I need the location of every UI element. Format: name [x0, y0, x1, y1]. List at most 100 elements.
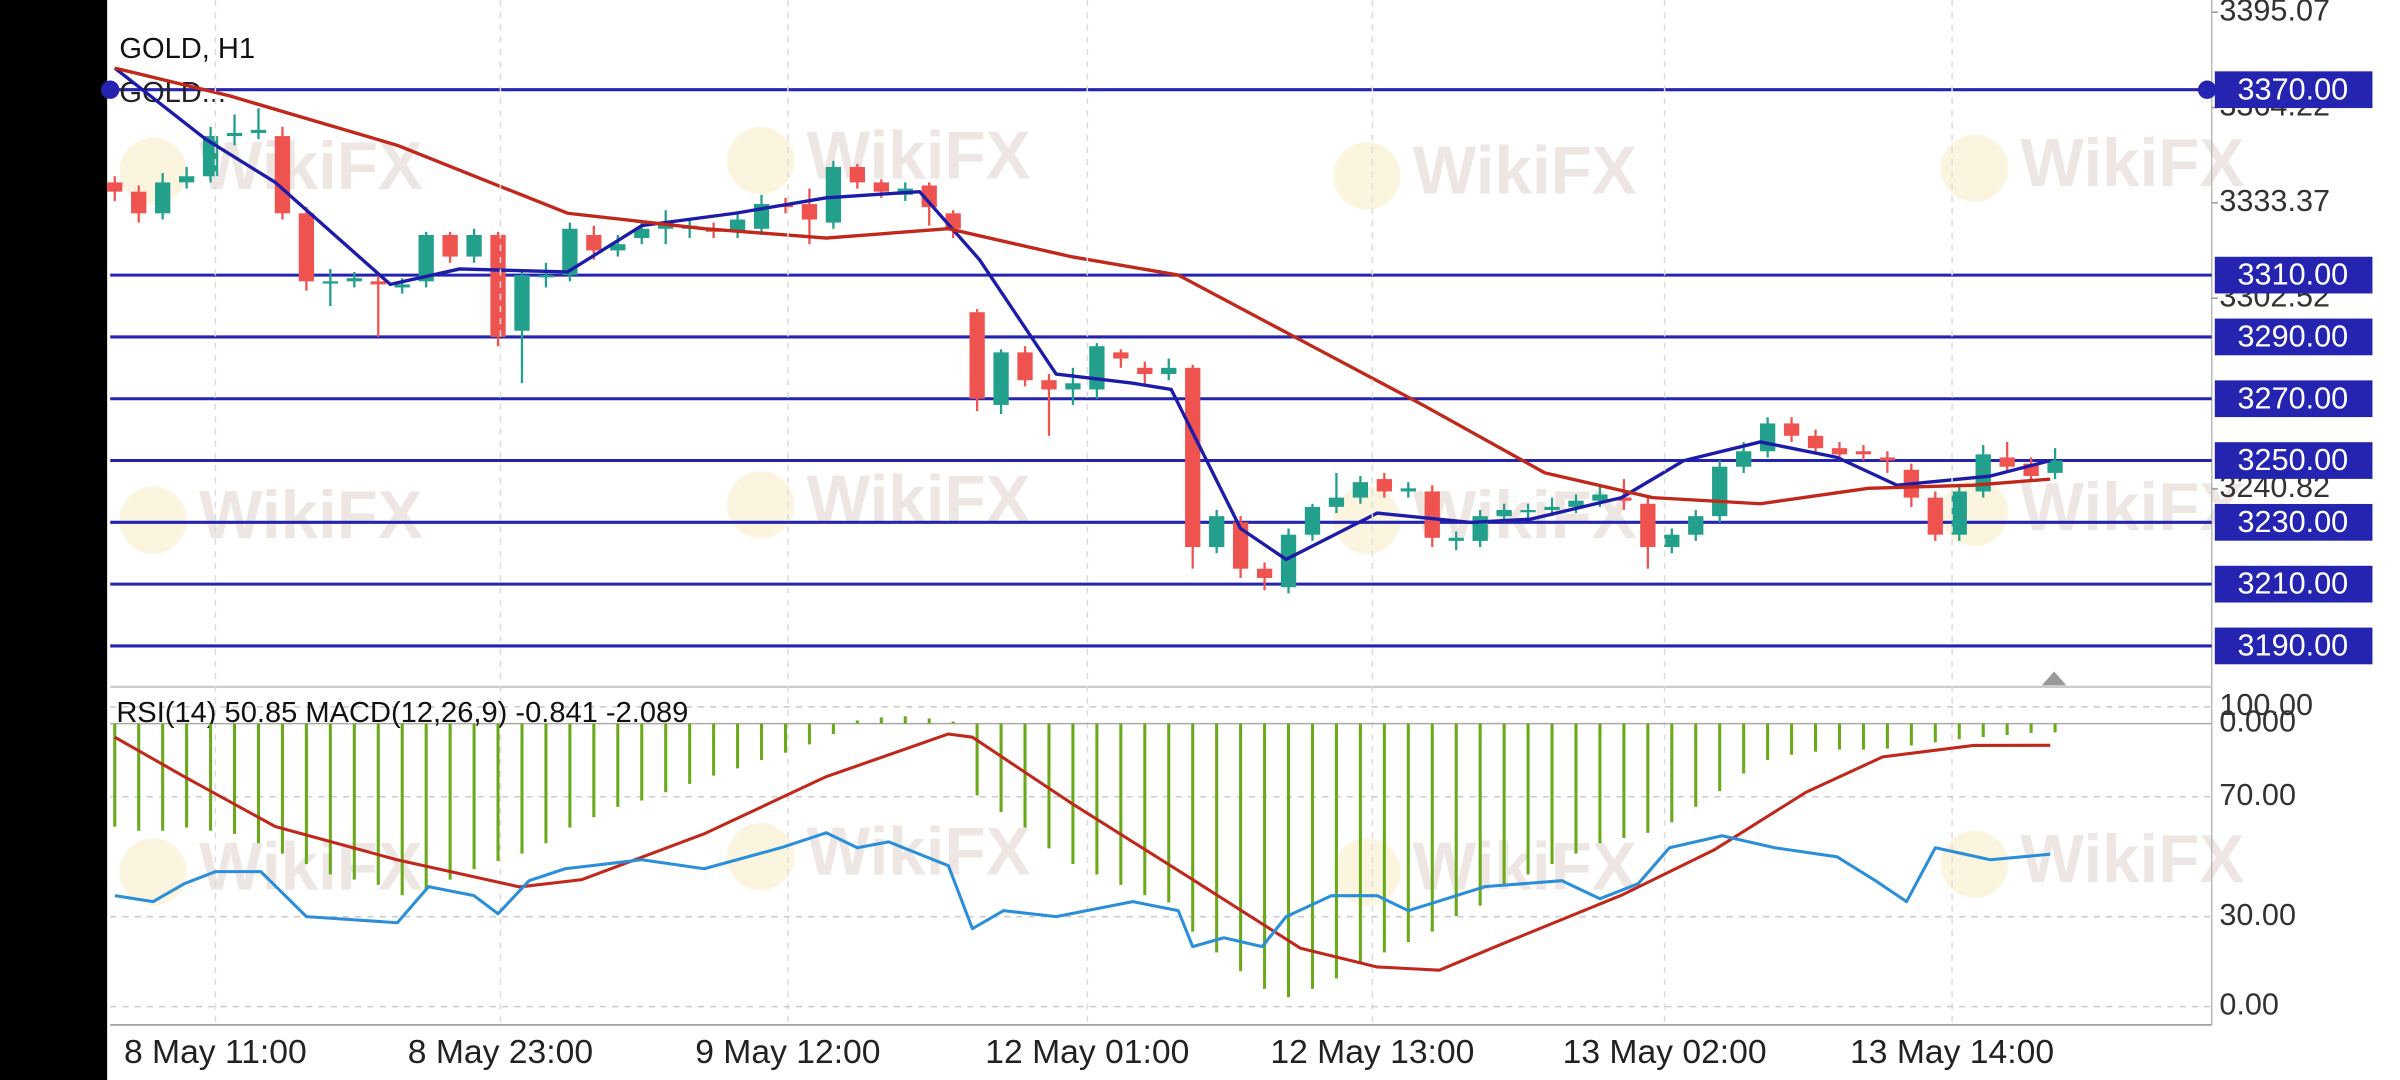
histogram-bar — [1957, 723, 1961, 740]
level-label-box — [2214, 380, 2373, 418]
histogram-bar — [831, 723, 835, 734]
watermark-logo — [119, 137, 187, 205]
histogram-bar — [424, 723, 428, 891]
candle-body — [1376, 479, 1392, 492]
candle-body — [610, 244, 626, 251]
screen-edge — [0, 0, 108, 1080]
histogram-bar — [1239, 723, 1243, 972]
level-label: 3230.00 — [2238, 505, 2349, 539]
candle-body — [131, 191, 147, 214]
histogram-bar — [903, 716, 907, 724]
histogram-bar — [855, 720, 859, 724]
candle-body — [1400, 488, 1416, 492]
level-label-box — [2214, 442, 2373, 479]
level-label: 3190.00 — [2238, 629, 2349, 663]
histogram-bar — [352, 723, 356, 880]
candle-body — [1256, 568, 1273, 578]
watermark: WikiFX — [2020, 126, 2244, 201]
histogram-bar — [280, 723, 284, 854]
candle-body — [1592, 494, 1608, 501]
candle-body — [1616, 497, 1632, 501]
histogram-bar — [783, 723, 788, 753]
candle-body — [298, 213, 315, 282]
histogram-bar — [161, 723, 165, 831]
candle-body — [1640, 503, 1656, 548]
histogram-bar — [1047, 723, 1051, 849]
histogram-bar — [1071, 723, 1075, 865]
candle-body — [490, 234, 506, 337]
watermark: WikiFX — [2020, 822, 2244, 897]
candle-body — [586, 234, 602, 251]
candle-body — [634, 228, 650, 239]
line-series — [114, 732, 2051, 972]
histogram-bar — [1646, 723, 1650, 833]
candle-body — [1472, 516, 1488, 541]
histogram-bar — [736, 723, 740, 769]
candle-body — [849, 166, 865, 183]
candle-body — [1352, 482, 1369, 498]
candle-body — [562, 228, 578, 276]
watermarks: WikiFX WikiFX WikiFX WikiFX WikiFX WikiF… — [119, 118, 2244, 906]
x-tick-label: 12 May 13:00 — [1270, 1034, 1474, 1071]
histogram-bar — [1813, 723, 1818, 752]
histogram-bar — [1909, 723, 1913, 746]
y-tick-label: 3333.37 — [2219, 184, 2330, 218]
candle-body — [1831, 448, 1848, 455]
watermark: WikiFX — [2020, 470, 2244, 545]
histogram-bar — [185, 723, 189, 828]
level-label-box — [2214, 565, 2373, 603]
histogram-bar — [1550, 723, 1554, 865]
candle-body — [1424, 491, 1440, 538]
histogram-bar — [1861, 723, 1865, 750]
watermark: WikiFX — [807, 463, 1031, 538]
candle-body — [1951, 491, 1967, 535]
histogram-bar — [1358, 723, 1362, 963]
histogram-bar — [1191, 723, 1195, 932]
histogram-bar — [1143, 723, 1147, 896]
histogram-bar — [2029, 723, 2033, 733]
level-label-box — [2214, 71, 2373, 109]
candle-body — [873, 182, 889, 192]
watermark: WikiFX — [199, 129, 423, 204]
line-series — [113, 66, 2051, 562]
level-label-box — [2214, 503, 2373, 541]
histogram-bar — [640, 723, 644, 801]
histogram-bar — [304, 723, 308, 865]
candle-body — [2047, 460, 2063, 473]
candle-body — [1927, 497, 1943, 535]
candle-body — [1568, 500, 1584, 507]
candle-body — [1736, 451, 1752, 467]
candle-body — [1783, 423, 1800, 436]
histogram-bar — [232, 723, 237, 834]
histogram-bar — [1215, 723, 1219, 953]
histogram-bar — [1694, 723, 1698, 807]
candle-body — [993, 352, 1009, 405]
x-tick-label: 13 May 14:00 — [1850, 1034, 2054, 1071]
candle-body — [1328, 497, 1345, 507]
histogram-bar — [137, 723, 141, 831]
level-label-box — [2214, 627, 2373, 665]
candle-body — [1113, 352, 1129, 359]
watermark: WikiFX — [1413, 134, 1637, 209]
watermark: WikiFX — [199, 478, 423, 553]
candle-body — [346, 278, 362, 282]
candle-body — [1855, 451, 1872, 455]
histogram-bar — [568, 723, 572, 828]
watermark: WikiFX — [807, 814, 1031, 889]
histogram-bar — [113, 723, 117, 827]
histogram-bar — [1119, 723, 1123, 885]
histogram-bar — [1526, 723, 1530, 875]
candle-body — [1448, 537, 1464, 541]
watermark-logo — [1940, 830, 2009, 898]
candle-body — [1304, 506, 1321, 535]
histogram-bar — [1885, 723, 1889, 749]
histogram-bar — [1933, 723, 1937, 743]
histogram-bar — [1742, 723, 1746, 774]
histogram-bar — [1286, 723, 1291, 998]
candle-body — [1688, 516, 1704, 535]
candle-body — [945, 213, 961, 229]
candle-body — [1280, 534, 1297, 588]
histogram-bar — [1454, 723, 1458, 917]
